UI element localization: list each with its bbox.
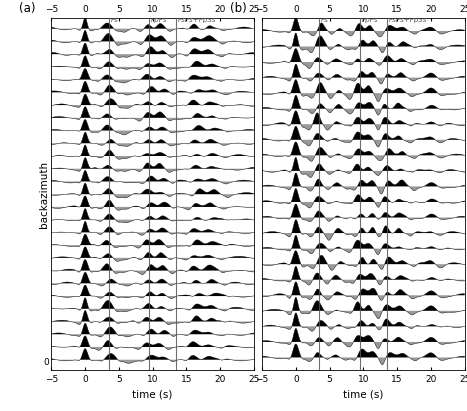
Text: (b): (b)	[230, 2, 247, 15]
Y-axis label: backazimuth: backazimuth	[39, 161, 49, 228]
X-axis label: time (s): time (s)	[133, 389, 173, 399]
Text: PsPs+PpSs: PsPs+PpSs	[389, 17, 427, 23]
Text: 0: 0	[43, 358, 50, 367]
X-axis label: time (s): time (s)	[343, 389, 383, 399]
Text: PsPs+PpSs: PsPs+PpSs	[178, 17, 217, 23]
Text: PpPs: PpPs	[151, 17, 168, 23]
Text: (a): (a)	[19, 2, 35, 15]
Text: PpPs: PpPs	[361, 17, 378, 23]
Text: Ps: Ps	[321, 17, 329, 23]
Text: Ps: Ps	[111, 17, 118, 23]
